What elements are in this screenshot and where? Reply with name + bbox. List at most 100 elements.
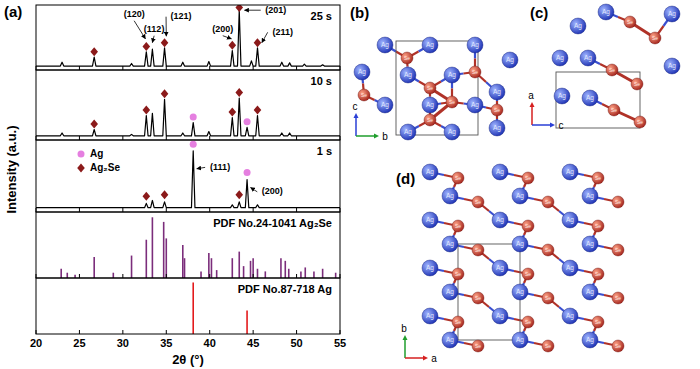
se-atom: [472, 292, 484, 304]
reference-peak: [182, 245, 184, 278]
se-atom: [424, 114, 436, 126]
ag-atom: [512, 332, 528, 348]
figure: (a)Intensity (a.u.)2θ (°)25 s(120)(112)(…: [0, 0, 700, 369]
x-tick: [209, 136, 210, 140]
xrd-pattern: [36, 151, 340, 208]
reference-peak: [208, 253, 210, 278]
atom-label: Ag: [446, 240, 454, 248]
ag-atom: [400, 67, 416, 83]
se-atom: [649, 32, 661, 44]
atom-label: Ag: [446, 288, 454, 296]
reference-peak: [93, 257, 95, 278]
x-tick: [122, 208, 123, 212]
x-tick: [79, 330, 80, 334]
atom-label: Se: [525, 320, 531, 325]
atom-label: Ag: [426, 41, 434, 49]
x-tick: [36, 66, 37, 70]
atom-label: Ag: [358, 68, 366, 76]
axis-arrow: [355, 116, 357, 136]
peak-arrow: [152, 36, 154, 43]
phase-marker: [244, 169, 251, 176]
atom-label: Ag: [404, 71, 412, 79]
ag-atom: [580, 50, 596, 66]
panel-label: (a): [4, 3, 22, 20]
se-atom: [608, 104, 620, 116]
axis-arrow: [356, 135, 376, 137]
reference-peak: [300, 271, 302, 278]
phase-marker: [228, 108, 236, 117]
phase-marker: [161, 89, 169, 98]
reference-peak: [66, 273, 68, 278]
se-atom: [472, 244, 484, 256]
atom-label: Ag: [381, 101, 389, 109]
atom-label: Se: [494, 108, 500, 113]
xrd-panel: PDF No.24-1041 Ag₂Se: [36, 212, 340, 278]
atom-label: Ag: [516, 336, 524, 344]
atom-label: Ag: [404, 128, 412, 136]
peak-label: (211): [272, 27, 293, 37]
atom-label: Ag: [586, 94, 594, 102]
atom-label: Se: [475, 296, 481, 301]
axis-letter: a: [528, 90, 534, 101]
atom-label: Ag: [602, 8, 610, 16]
phase-marker: [143, 105, 151, 114]
atom-label: Ag: [496, 216, 504, 224]
reference-peak: [238, 252, 240, 278]
x-tick: [296, 208, 297, 212]
atom-label: Se: [595, 176, 601, 181]
se-atom: [631, 78, 643, 90]
peak-label: (200): [212, 24, 233, 34]
se-atom: [612, 244, 624, 256]
ag-atom: [562, 308, 578, 324]
ag-atom: [377, 37, 393, 53]
se-atom: [446, 96, 458, 108]
atom-label: Se: [455, 320, 461, 325]
x-tick: [340, 66, 341, 70]
atom-label: Ag: [493, 88, 501, 96]
ag-atom: [442, 284, 458, 300]
atom-label: Ag: [566, 168, 574, 176]
se-atom: [358, 89, 370, 101]
phase-marker: [90, 119, 98, 128]
atom-label: Ag: [446, 192, 454, 200]
ag-atom: [512, 284, 528, 300]
crystal-structure: (c)AgAgAgAgAgAgAgAgSeSeSeSeSeSeac: [528, 4, 680, 131]
pattern-title: PDF No.87-718 Ag: [238, 283, 332, 295]
reference-peak: [304, 267, 306, 278]
phase-marker: [244, 118, 251, 125]
atom-label: Se: [472, 70, 478, 75]
phase-marker: [190, 141, 197, 148]
reference-peak: [288, 269, 290, 278]
atom-label: Ag: [566, 216, 574, 224]
atom-label: Se: [525, 272, 531, 277]
peak-label: (120): [124, 9, 145, 19]
atom-label: Ag: [471, 101, 479, 109]
reference-peak: [163, 222, 165, 278]
x-tick: [253, 208, 254, 212]
atom-label: Ag: [448, 128, 456, 136]
x-tick: [253, 136, 254, 140]
reference-peak: [250, 261, 252, 278]
se-atom: [624, 16, 636, 28]
ag-atom: [582, 236, 598, 252]
reference-peak: [322, 269, 324, 278]
atom-label: Ag: [448, 71, 456, 79]
se-atom: [472, 196, 484, 208]
pattern-title: PDF No.24-1041 Ag₂Se: [213, 217, 332, 229]
x-tick: [340, 208, 341, 212]
ag-atom: [422, 37, 438, 53]
se-atom: [469, 66, 481, 78]
ag-atom: [664, 6, 680, 22]
ag-atom: [444, 67, 460, 83]
bonds: [362, 45, 497, 132]
xrd-panel: 10 s: [36, 70, 340, 140]
panel-frame: [36, 140, 340, 212]
atom-label: Se: [615, 344, 621, 349]
atom-label: Ag: [426, 312, 434, 320]
se-atom: [491, 104, 503, 116]
ag-atom: [422, 260, 438, 276]
ag-atom: [554, 88, 570, 104]
ag-atom: [467, 37, 483, 53]
peak-arrow: [244, 10, 260, 11]
reference-peak: [231, 258, 233, 278]
